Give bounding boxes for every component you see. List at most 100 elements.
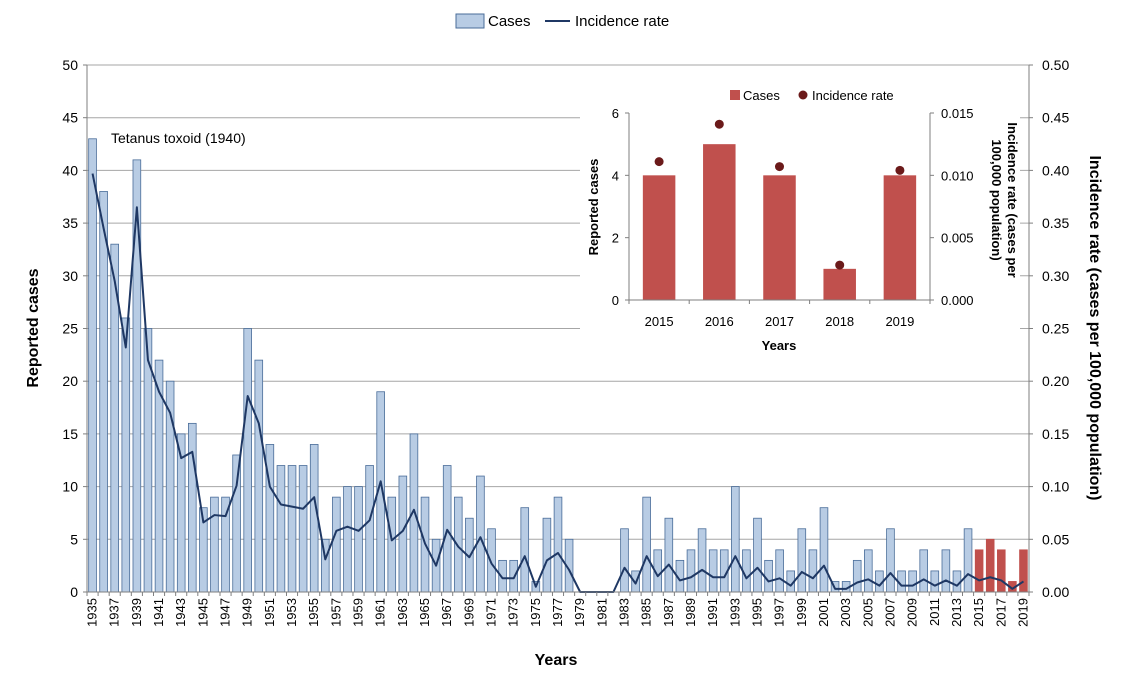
legend-cases-label: Cases <box>488 13 531 30</box>
main-x-tick-label: 2019 <box>1015 598 1030 627</box>
case-bar-2000 <box>808 549 818 593</box>
main-y2-tick-label: 0.10 <box>1042 479 1069 495</box>
main-x-tick-label: 1953 <box>284 598 299 627</box>
case-bar-1950 <box>254 359 264 593</box>
case-bar-1949 <box>243 328 252 593</box>
main-x-tick-label: 1961 <box>373 598 388 627</box>
case-bar-1959 <box>354 486 363 593</box>
inset-y2-tick-label: 0.010 <box>941 168 974 183</box>
main-x-tick-label: 1951 <box>262 598 277 627</box>
main-x-tick-label: 1969 <box>461 598 476 627</box>
case-bar-2012 <box>941 549 951 593</box>
case-bar-1957 <box>332 496 341 593</box>
case-bar-1996 <box>764 559 773 593</box>
main-y-tick-label: 40 <box>62 162 78 178</box>
case-bar-2011 <box>930 570 940 593</box>
case-bar-1974 <box>520 507 530 593</box>
inset-y-tick-label: 6 <box>612 106 619 121</box>
main-x-axis-title: Years <box>535 652 578 669</box>
case-bar-1983 <box>620 528 629 593</box>
main-y2-tick-label: 0.15 <box>1042 426 1069 442</box>
main-x-tick-label: 1977 <box>550 598 565 627</box>
case-bar-1953 <box>287 465 297 593</box>
case-bar-1976 <box>542 517 552 593</box>
case-bar-1954 <box>298 465 308 593</box>
main-x-tick-label: 2015 <box>971 598 986 627</box>
main-y-tick-label: 35 <box>62 215 78 231</box>
case-bar-1987 <box>664 517 674 593</box>
main-x-tick-label: 1975 <box>528 598 543 627</box>
main-x-tick-label: 1935 <box>85 598 100 627</box>
case-bar-2010 <box>919 549 928 593</box>
inset-axes: 0 2 4 6 0.000 0.005 0.010 0.015 2015 2016 2017 2018… <box>612 106 974 329</box>
case-bar-1939 <box>132 159 142 593</box>
main-x-tick-label: 2001 <box>816 598 831 627</box>
main-x-tick-label: 1943 <box>173 598 188 627</box>
main-axes: 051015202530354045500.000.050.100.150.20… <box>62 57 1069 627</box>
case-bar-1952 <box>276 465 286 593</box>
case-bar-2014 <box>963 528 973 593</box>
main-x-tick-label: 1959 <box>351 598 366 627</box>
main-y-tick-label: 50 <box>62 57 78 73</box>
inset-y-tick-label: 0 <box>612 293 619 308</box>
main-x-tick-label: 1999 <box>794 598 809 627</box>
case-bar-1948 <box>232 454 241 593</box>
case-bar-1999 <box>797 528 807 593</box>
main-x-tick-label: 1979 <box>572 598 587 627</box>
case-bar-1991 <box>708 549 718 593</box>
case-bar-2004 <box>852 559 862 593</box>
case-bar-2001 <box>819 507 829 593</box>
inset-x-axis-title: Years <box>762 338 797 353</box>
inset-bar-2016 <box>703 144 736 300</box>
inset-rate-dot-2018 <box>835 260 845 270</box>
main-legend: Cases Incidence rate <box>455 13 669 30</box>
main-y-tick-label: 0 <box>70 584 78 600</box>
main-x-tick-label: 1983 <box>616 598 631 627</box>
main-y-tick-label: 45 <box>62 110 78 126</box>
main-x-tick-label: 2011 <box>927 598 942 626</box>
main-x-tick-label: 1945 <box>195 598 210 627</box>
main-y2-tick-label: 0.00 <box>1042 584 1069 600</box>
case-bar-2007 <box>886 528 895 593</box>
case-bar-1985 <box>642 496 651 593</box>
main-x-tick-label: 1965 <box>417 598 432 627</box>
inset-rate-dot-2016 <box>714 119 724 129</box>
case-bar-1944 <box>188 422 197 593</box>
case-bar-2009 <box>908 570 917 593</box>
main-x-tick-label: 1995 <box>749 598 764 627</box>
main-x-tick-label: 1949 <box>240 598 255 627</box>
main-y-tick-label: 5 <box>70 531 78 547</box>
main-x-tick-label: 1985 <box>639 598 654 627</box>
inset-y-axis-title: Reported cases <box>586 159 601 256</box>
case-bar-1995 <box>753 517 762 593</box>
main-y2-tick-label: 0.40 <box>1042 162 1069 178</box>
main-x-tick-label: 2003 <box>838 598 853 627</box>
case-bar-1962 <box>387 496 397 593</box>
inset-y2-tick-label: 0.000 <box>941 293 974 308</box>
main-y-axis-title: Reported cases <box>25 268 42 387</box>
inset-x-tick-label: 2016 <box>705 314 734 329</box>
inset-bar-2019 <box>883 175 917 300</box>
inset-x-tick-label: 2018 <box>825 314 854 329</box>
case-bar-1989 <box>686 549 696 593</box>
case-bar-2015 <box>974 549 984 593</box>
case-bar-1993 <box>731 486 740 593</box>
main-x-tick-label: 1971 <box>484 598 499 627</box>
tetanus-annotation: Tetanus toxoid (1940) <box>111 130 246 146</box>
inset-legend-cases-swatch <box>730 90 740 100</box>
inset-x-tick-label: 2019 <box>885 314 914 329</box>
case-bar-1958 <box>343 486 352 593</box>
main-y2-axis-title: Incidence rate (cases per 100,000 popula… <box>1086 155 1103 500</box>
inset-legend: Cases Incidence rate <box>730 88 894 103</box>
main-y-tick-label: 30 <box>62 268 78 284</box>
main-y-tick-label: 15 <box>62 426 78 442</box>
main-x-tick-label: 2009 <box>905 598 920 627</box>
main-x-tick-label: 1963 <box>395 598 410 627</box>
inset-bar-2017 <box>763 175 796 300</box>
main-y2-tick-label: 0.30 <box>1042 268 1069 284</box>
case-bar-1990 <box>697 528 707 593</box>
inset-y2-tick-label: 0.015 <box>941 106 974 121</box>
main-y-tick-label: 25 <box>62 321 78 337</box>
main-x-tick-label: 1957 <box>328 598 343 627</box>
